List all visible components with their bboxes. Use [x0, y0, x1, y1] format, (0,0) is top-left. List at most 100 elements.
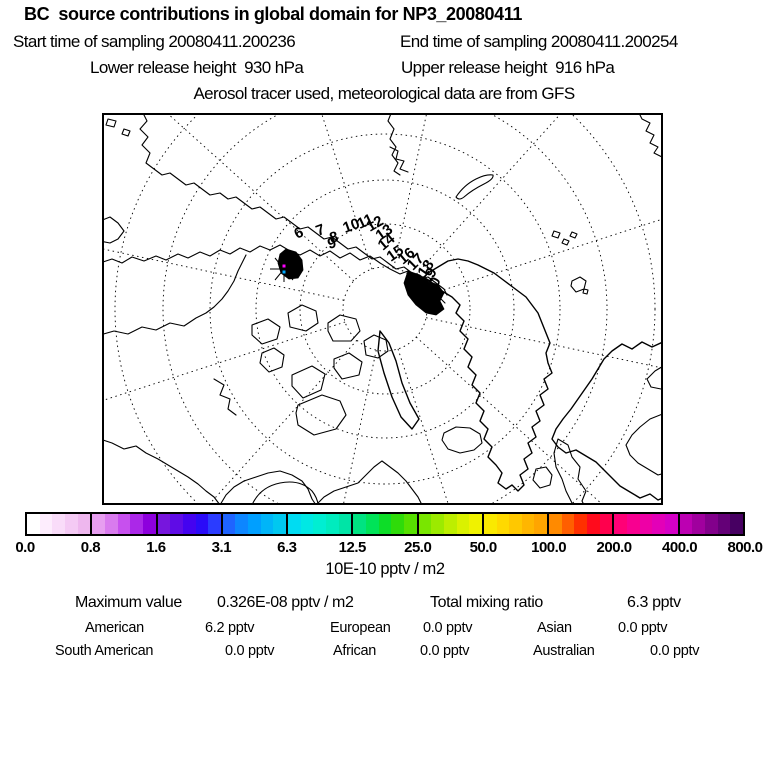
- colorbar-cell: [39, 514, 53, 534]
- trajectory-day-label: 19: [418, 265, 441, 288]
- region-name: American: [85, 620, 144, 636]
- coastline-path: [102, 254, 247, 336]
- graticule-meridians: [102, 113, 663, 505]
- colorbar-cell: [599, 514, 613, 534]
- coastline-path: [570, 276, 589, 295]
- colorbar-cell: [574, 514, 588, 534]
- colorbar-cell: [639, 514, 653, 534]
- polar-map: 6 7 8 9 10 11 12 13 14 15 16 17 18 19 20: [102, 113, 663, 505]
- colorbar-tick-label: 200.0: [596, 539, 633, 556]
- colorbar-cell: [182, 514, 196, 534]
- island-fill: [403, 270, 445, 316]
- region-name: European: [330, 620, 391, 636]
- archipelago-island: [333, 352, 363, 380]
- total-mixing-ratio-value: 6.3 pptv: [627, 594, 681, 611]
- colorbar-cell: [391, 514, 404, 534]
- coastline-path: [219, 470, 317, 505]
- region-name: African: [333, 643, 377, 659]
- colorbar-cell: [77, 514, 91, 534]
- colorbar-segment: [351, 514, 417, 534]
- coastline-path: [389, 146, 409, 173]
- colorbar-cell: [418, 514, 432, 534]
- colorbar-segment: [677, 514, 743, 534]
- start-time-label: Start time of sampling 20080411.200236: [13, 32, 296, 51]
- colorbar-tick-label: 800.0: [727, 539, 763, 556]
- trajectory-day-label: 15: [384, 242, 407, 265]
- coastline-path: [551, 230, 578, 246]
- tracer-note: Aerosol tracer used, meteorological data…: [193, 84, 575, 103]
- colorbar-cell: [130, 514, 143, 534]
- archipelago-island: [291, 365, 326, 399]
- region-value: 0.0 pptv: [650, 643, 700, 659]
- colorbar-cell: [52, 514, 65, 534]
- colorbar-cell: [313, 514, 327, 534]
- colorbar-segment: [27, 514, 91, 534]
- colorbar-cell: [27, 514, 40, 534]
- colorbar-cell: [521, 514, 535, 534]
- colorbar-cell: [534, 514, 548, 534]
- colorbar-cell: [483, 514, 497, 534]
- coastline-path: [387, 113, 401, 176]
- colorbar-cell: [443, 514, 457, 534]
- coastline-path: [551, 341, 663, 501]
- colorbar-cell: [496, 514, 510, 534]
- coastline-path: [251, 481, 319, 505]
- colorbar-cell: [288, 514, 301, 534]
- colorbar-cell: [431, 514, 444, 534]
- colorbar-cell: [117, 514, 131, 534]
- upper-release-label: Upper release height 916 hPa: [401, 58, 615, 77]
- trajectory-day-label: 18: [414, 257, 437, 280]
- colorbar-cell: [627, 514, 640, 534]
- colorbar: [25, 512, 745, 536]
- colorbar-segment: [90, 514, 156, 534]
- colorbar-cell: [64, 514, 78, 534]
- colorbar-cell: [273, 514, 287, 534]
- colorbar-cell: [300, 514, 314, 534]
- archipelago-island: [327, 314, 361, 342]
- region-value: 0.0 pptv: [618, 620, 668, 636]
- coastline-path: [419, 258, 553, 492]
- colorbar-cell: [353, 514, 366, 534]
- marker-cyan-dot: [282, 270, 286, 274]
- coastline-path: [441, 426, 483, 454]
- release-point-marker: [270, 256, 298, 282]
- colorbar-tick-label: 3.1: [211, 539, 232, 556]
- coastline-path: [455, 174, 494, 200]
- region-value: 0.0 pptv: [420, 643, 470, 659]
- trajectory-day-label: 13: [373, 221, 396, 244]
- colorbar-segment: [155, 514, 221, 534]
- trajectory-day-label: 11: [355, 211, 377, 233]
- colorbar-segment: [612, 514, 678, 534]
- colorbar-cell: [509, 514, 522, 534]
- coastline-path: [532, 466, 553, 489]
- page-title: BC source contributions in global domain…: [24, 4, 522, 24]
- region-value: 0.0 pptv: [423, 620, 473, 636]
- island-fill: [277, 248, 304, 280]
- colorbar-cell: [208, 514, 221, 534]
- colorbar-segment: [220, 514, 287, 534]
- colorbar-cell: [704, 514, 718, 534]
- coastline-path: [625, 413, 663, 476]
- colorbar-tick-label: 400.0: [662, 539, 698, 556]
- archipelago-island: [287, 304, 319, 332]
- archipelago-island: [363, 334, 389, 359]
- coastline-path: [377, 330, 420, 430]
- colorbar-cell: [456, 514, 470, 534]
- colorbar-tick-label: 0.0: [15, 539, 35, 556]
- region-name: South American: [55, 643, 154, 659]
- maximum-value: 0.326E-08 pptv / m2: [217, 594, 354, 611]
- trajectory-day-label: 20: [422, 274, 444, 296]
- colorbar-cell: [692, 514, 705, 534]
- archipelago-island: [259, 347, 285, 373]
- colorbar-tick-label: 12.5: [338, 539, 367, 556]
- colorbar-cell: [717, 514, 731, 534]
- coastline-path: [102, 244, 446, 304]
- colorbar-cell: [326, 514, 339, 534]
- trajectory-day-label: 12: [364, 212, 387, 235]
- colorbar-units-label: 10E-10 pptv / m2: [325, 560, 445, 578]
- colorbar-cell: [142, 514, 156, 534]
- trajectory-day-label: 6: [292, 224, 307, 243]
